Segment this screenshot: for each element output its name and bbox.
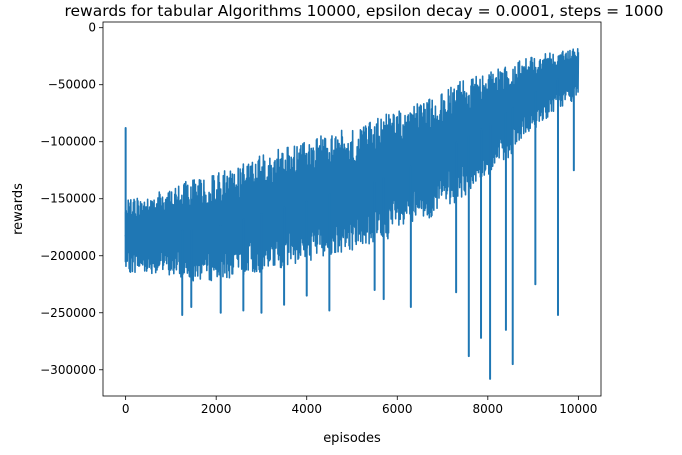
axes-frame [102,21,602,397]
x-tick-label: 8000 [473,402,504,416]
y-tick-label: −50000 [48,78,96,92]
x-tick-label: 0 [122,402,130,416]
x-tick-label: 10000 [559,402,597,416]
y-tick-label: −150000 [40,192,96,206]
y-tick-label: −200000 [40,249,96,263]
chart-title: rewards for tabular Algorithms 10000, ep… [64,2,663,20]
y-tick-label: −250000 [40,306,96,320]
reward-series-line [124,48,580,282]
y-axis: 0 −50000 −100000 −150000 −200000 −250000 −3000… [40,21,103,377]
y-tick-label: 0 [88,21,96,35]
x-tick-label: 2000 [201,402,232,416]
x-tick-label: 6000 [382,402,413,416]
y-tick-label: −100000 [40,135,96,149]
y-axis-label: rewards [11,183,26,235]
x-axis: 0 2000 4000 6000 8000 10000 [122,396,597,416]
plot-area [124,48,580,380]
x-tick-label: 4000 [291,402,322,416]
y-tick-label: −300000 [40,363,96,377]
x-axis-label: episodes [323,431,381,446]
